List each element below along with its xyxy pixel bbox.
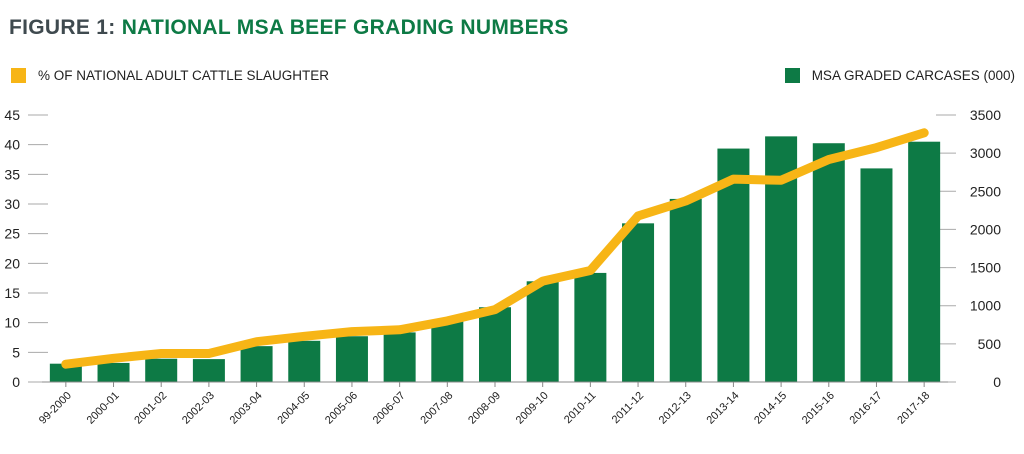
left-axis-tick-label: 25 [4, 226, 20, 242]
x-axis-tick-label: 2002-03 [180, 390, 217, 427]
left-axis-tick-label: 45 [4, 107, 20, 123]
bar [526, 281, 559, 382]
legend-bar-series: MSA GRADED CARCASES (000) [784, 68, 1015, 83]
bar [908, 141, 941, 382]
bar [669, 198, 702, 382]
right-axis-tick-label: 3000 [970, 145, 1001, 161]
left-axis-tick-label: 10 [4, 315, 20, 331]
chart-title: FIGURE 1: NATIONAL MSA BEEF GRADING NUMB… [9, 16, 569, 40]
bar [335, 336, 368, 382]
x-axis-tick-label: 2004-05 [275, 390, 312, 427]
legend-bar-swatch [784, 68, 800, 83]
x-axis-tick-label: 2006-07 [371, 390, 408, 427]
x-axis-tick-label: 2010-11 [562, 390, 598, 426]
bar [431, 320, 464, 382]
x-axis-tick-label: 2013-14 [705, 390, 742, 427]
x-axis-tick-label: 2001-02 [132, 390, 169, 427]
left-axis-tick-label: 0 [12, 374, 20, 390]
figure-title: NATIONAL MSA BEEF GRADING NUMBERS [121, 16, 569, 39]
bar [622, 223, 655, 382]
figure-label: FIGURE 1: [9, 16, 116, 39]
bar [97, 362, 130, 382]
x-axis-tick-label: 2003-04 [228, 390, 265, 427]
x-axis-tick-label: 2017-18 [895, 390, 932, 427]
bar [192, 359, 225, 382]
legend-bar-label: MSA GRADED CARCASES (000) [811, 68, 1015, 83]
bar [240, 346, 273, 382]
left-axis-tick-label: 15 [4, 285, 20, 301]
bar [288, 340, 321, 382]
legend-line-label: % OF NATIONAL ADULT CATTLE SLAUGHTER [38, 68, 330, 83]
left-axis-tick-label: 30 [4, 196, 20, 212]
x-axis-tick-label: 99-2000 [37, 390, 74, 427]
right-axis-tick-label: 1500 [970, 260, 1001, 276]
right-axis-tick-label: 1000 [970, 298, 1001, 314]
right-axis-tick-label: 2500 [970, 183, 1001, 199]
right-axis-tick-label: 500 [978, 336, 1002, 352]
bar [479, 307, 511, 382]
right-axis-tick-label: 2000 [970, 221, 1001, 237]
left-axis-tick-label: 40 [4, 137, 20, 153]
x-axis-tick-label: 2009-10 [514, 390, 551, 427]
bar [49, 363, 82, 382]
line-series-slaughter-percent [61, 128, 929, 369]
x-axis-tick-label: 2015-16 [800, 390, 837, 427]
right-axis-tick-label: 3500 [970, 107, 1001, 123]
x-axis-tick-label: 2007-08 [418, 390, 455, 427]
bar [860, 168, 893, 382]
left-axis-tick-label: 35 [4, 166, 20, 182]
x-axis-tick-label: 2005-06 [323, 390, 360, 427]
legend-line-series: % OF NATIONAL ADULT CATTLE SLAUGHTER [11, 68, 329, 83]
left-axis-tick-label: 5 [12, 344, 20, 360]
bar [812, 143, 845, 382]
bar [145, 358, 178, 382]
x-axis-tick-label: 2000-01 [85, 390, 122, 427]
x-axis-tick-label: 2011-12 [610, 390, 646, 426]
x-axis-tick-label: 2014-15 [752, 390, 789, 427]
x-axis-tick-label: 2016-17 [848, 390, 885, 427]
x-axis-tick-label: 2012-13 [657, 390, 694, 427]
bar [383, 332, 416, 382]
legend-line-swatch [11, 68, 26, 83]
x-axis-tick-label: 2008-09 [466, 390, 503, 427]
right-axis-tick-label: 0 [993, 374, 1001, 390]
left-axis-tick-label: 20 [4, 255, 20, 271]
bar [574, 272, 607, 382]
